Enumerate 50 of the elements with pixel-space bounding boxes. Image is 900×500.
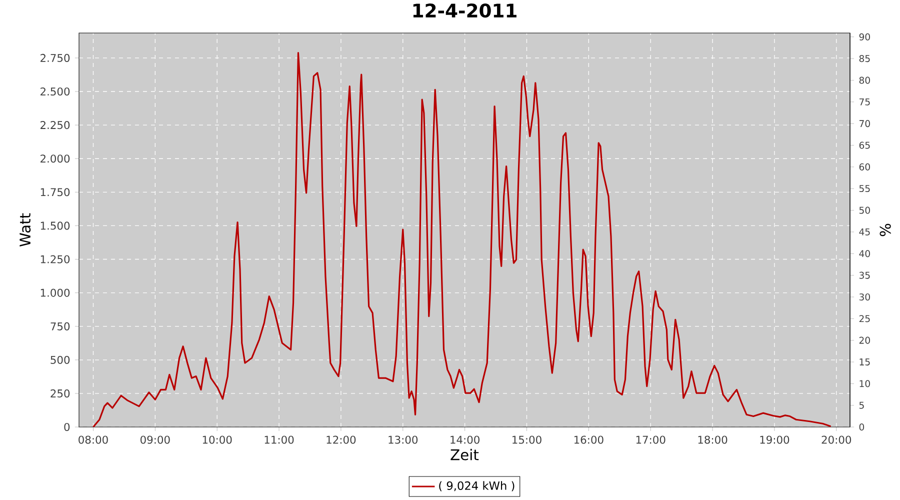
x-tick-label: 14:00 xyxy=(450,436,480,444)
y2-tick-label: 65 xyxy=(859,142,870,149)
y2-tick-label: 70 xyxy=(860,120,870,128)
chart-title: 12-4-2011 xyxy=(413,3,516,18)
y2-tick-label: 0 xyxy=(859,423,864,431)
y2-tick-label: 75 xyxy=(860,98,870,106)
x-tick-label: 11:00 xyxy=(264,436,294,444)
y-axis-title: Watt xyxy=(20,213,31,247)
y-tick-label: 1.000 xyxy=(40,288,70,297)
y-tick-label: 1.500 xyxy=(40,222,70,230)
y2-tick-label: 35 xyxy=(859,272,870,279)
y2-tick-label: 30 xyxy=(859,293,870,300)
y2-tick-label: 50 xyxy=(859,206,870,214)
y-tick-label: 500 xyxy=(50,356,70,364)
y2-tick-label: 60 xyxy=(859,163,870,170)
x-tick-label: 13:00 xyxy=(388,436,418,444)
y2-tick-label: 5 xyxy=(859,402,864,409)
y2-tick-label: 25 xyxy=(859,315,870,322)
y2-tick-label: 15 xyxy=(860,358,870,366)
x-axis-title: Zeit xyxy=(450,448,479,460)
x-tick-label: 16:00 xyxy=(574,436,604,444)
y2-tick-label: 40 xyxy=(859,250,870,258)
y2-tick-label: 20 xyxy=(859,336,870,344)
x-tick-label: 08:00 xyxy=(78,436,108,444)
x-tick-label: 17:00 xyxy=(636,436,666,444)
y2-tick-label: 55 xyxy=(859,185,870,192)
y-tick-label: 2.500 xyxy=(40,87,70,96)
y-tick-label: 2.000 xyxy=(40,154,70,163)
x-tick-label: 19:00 xyxy=(760,436,790,444)
y-tick-label: 250 xyxy=(50,389,70,398)
y2-tick-label: 90 xyxy=(859,33,870,40)
y2-tick-label: 10 xyxy=(860,380,870,388)
x-tick-label: 15:00 xyxy=(512,436,542,444)
y-tick-label: 2.250 xyxy=(40,121,70,130)
y-tick-label: 1.750 xyxy=(40,188,70,196)
legend-label: ( 9,024 kWh ) xyxy=(439,481,514,492)
y-tick-label: 1.250 xyxy=(40,255,70,264)
y-tick-label: 2.750 xyxy=(40,54,70,62)
line-series xyxy=(92,52,832,427)
x-tick-label: 20:00 xyxy=(822,436,852,444)
y2-tick-label: 45 xyxy=(859,228,870,236)
x-tick-label: 09:00 xyxy=(140,436,170,444)
y2-tick-label: 80 xyxy=(859,76,870,84)
y2-tick-label: 85 xyxy=(859,55,870,62)
y2-axis-title: % xyxy=(880,224,891,236)
y-tick-label: 0 xyxy=(64,422,70,432)
x-tick-label: 10:00 xyxy=(202,436,232,444)
x-tick-label: 12:00 xyxy=(326,436,356,444)
x-tick-label: 18:00 xyxy=(698,436,728,444)
y-tick-label: 750 xyxy=(50,322,70,330)
